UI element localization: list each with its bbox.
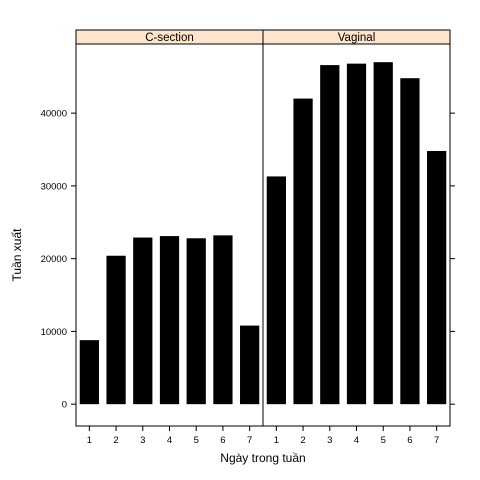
bar [80, 340, 99, 404]
bar [293, 99, 312, 405]
strip-label: Vaginal [338, 32, 376, 44]
bar [213, 235, 232, 404]
x-tick-label: 4 [354, 435, 359, 446]
bar [374, 62, 393, 404]
bar [320, 65, 339, 404]
bar [267, 176, 286, 404]
y-axis-label: Tuần xuất [10, 228, 24, 282]
x-tick-label: 1 [274, 435, 279, 446]
strip-label: C-section [145, 32, 194, 44]
x-tick-label: 1 [87, 435, 92, 446]
panel-vaginal: Vaginal 1 2 3 4 5 6 7 [263, 30, 450, 446]
y-tick-label: 10000 [41, 327, 67, 338]
x-tick-label: 5 [194, 435, 199, 446]
bar [427, 151, 446, 404]
x-tick-label: 2 [300, 435, 305, 446]
y-tick-label: 20000 [41, 254, 67, 265]
bar [106, 256, 125, 404]
bar [347, 64, 366, 405]
bar [400, 78, 419, 404]
bar [187, 238, 206, 404]
bar [240, 326, 259, 405]
x-tick-label: 6 [220, 435, 225, 446]
x-tick-label: 7 [434, 435, 439, 446]
y-tick-label: 30000 [41, 181, 67, 192]
y-tick-label: 0 [62, 400, 67, 411]
x-tick-label: 3 [327, 435, 332, 446]
x-tick-label: 4 [167, 435, 172, 446]
x-tick-label: 7 [247, 435, 252, 446]
bar [133, 238, 152, 405]
x-tick-label: 5 [381, 435, 386, 446]
x-tick-label: 6 [407, 435, 412, 446]
bar [160, 236, 179, 404]
x-axis-label: Ngày trong tuần [220, 451, 305, 465]
y-tick-label: 40000 [41, 109, 67, 120]
x-tick-label: 2 [113, 435, 118, 446]
x-tick-label: 3 [140, 435, 145, 446]
panel-c-section: C-section 1 2 3 4 5 6 7 [76, 30, 263, 446]
panels-layer: C-section 1 2 3 4 5 6 7 Vaginal 1 2 3 4 5 6 7 [76, 30, 450, 446]
